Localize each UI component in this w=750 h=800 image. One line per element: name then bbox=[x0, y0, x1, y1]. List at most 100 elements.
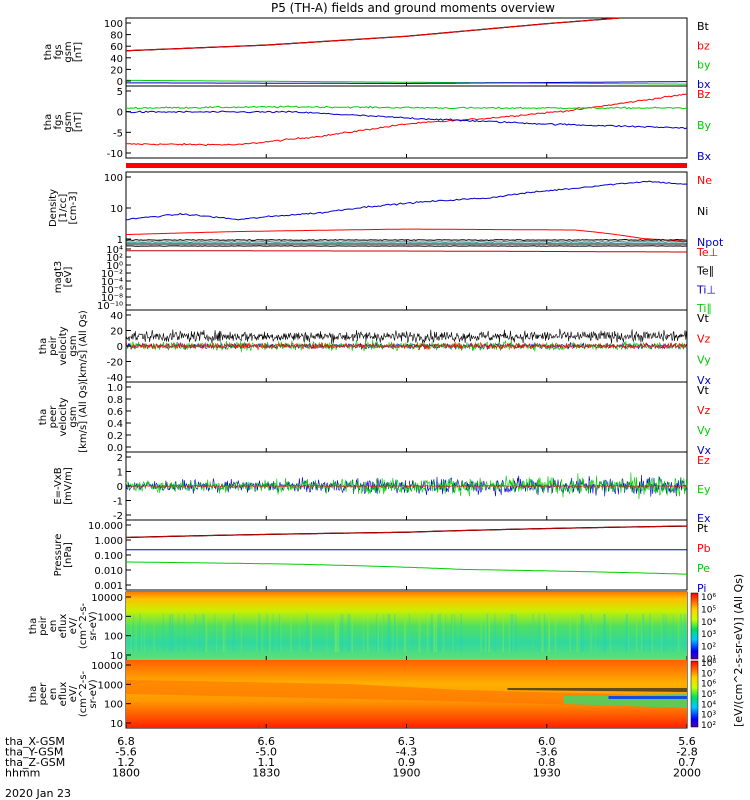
ytick-label-fgs_gsm: 60 bbox=[110, 42, 123, 53]
legend-peir_velocity-Vz: Vz bbox=[697, 333, 711, 346]
spectrogram-ion-stripe bbox=[548, 614, 550, 652]
legend-peir_velocity-Vy: Vy bbox=[697, 353, 711, 366]
spectrogram-ion-stripe bbox=[340, 614, 342, 652]
spectrogram-ion-stripe bbox=[626, 614, 628, 652]
ytick-label-temperature: 10⁴ bbox=[106, 245, 123, 256]
spectrogram-ion-stripe bbox=[223, 614, 225, 652]
legend-temperature-Ti⊥: Ti⊥ bbox=[696, 283, 716, 296]
colorbar-title: [eV/(cm^2-s-sr-eV)] (All Qs) bbox=[732, 574, 745, 727]
panel-frame-peer_velocity bbox=[125, 381, 688, 453]
ylabel-peer_velocity: velocity bbox=[58, 397, 69, 436]
spectrogram-ion-stripe bbox=[426, 614, 429, 652]
spectrogram-ion-stripe bbox=[337, 614, 340, 652]
ytick-label-peer_eflux: 10000 bbox=[91, 661, 123, 672]
ylabel-temperature: [eV] bbox=[63, 267, 74, 288]
spectrogram-ion-stripe bbox=[590, 614, 593, 652]
spectrogram-ion-stripe bbox=[576, 614, 578, 652]
spectrogram-ion-stripe bbox=[202, 614, 205, 652]
panel-frame-temperature bbox=[125, 243, 688, 311]
spectrogram-ion-stripe bbox=[140, 614, 142, 652]
ylabel-peir_velocity: [km/s] (All Qs) bbox=[78, 310, 89, 382]
spectrogram-ion-stripe bbox=[334, 614, 337, 652]
spectrogram-ion bbox=[126, 592, 687, 660]
spectrogram-ion-stripe bbox=[341, 614, 344, 652]
legend-fgs_gsm-by: by bbox=[697, 59, 711, 72]
ephemeris-value: -5.0 bbox=[256, 746, 277, 759]
series-fgs_gsm_zoom-By bbox=[125, 105, 688, 110]
spectrogram-ion-stripe bbox=[335, 614, 337, 652]
spectrogram-ion-stripe bbox=[609, 614, 612, 652]
spectrogram-ion-stripe bbox=[408, 614, 410, 652]
ytick-label-temperature: 10⁻⁶ bbox=[101, 285, 123, 296]
spectrogram-ion-stripe bbox=[194, 614, 197, 652]
spectrogram-ion-stripe bbox=[649, 614, 651, 652]
spectrogram-ion-stripe bbox=[198, 614, 200, 652]
ylabel-fgs_gsm_zoom: tha bbox=[43, 114, 54, 130]
spectrogram-ion-stripe bbox=[443, 614, 445, 652]
ylabel-density: [1/cc] bbox=[58, 194, 69, 223]
ylabel-efield: E=-VxB bbox=[53, 467, 64, 504]
ylabel-density: [cm-3] bbox=[68, 191, 79, 224]
series-fgs_gsm-bz bbox=[126, 17, 619, 52]
spectrogram-ion-stripe bbox=[548, 614, 550, 652]
ytick-label-temperature: 10² bbox=[106, 253, 123, 264]
series-fgs_gsm_zoom-Bz bbox=[125, 93, 688, 147]
legend-fgs_gsm_zoom-Bz: Bz bbox=[697, 88, 711, 101]
spectrogram-ion-stripe bbox=[430, 614, 433, 652]
spectrogram-electron-gap bbox=[507, 688, 687, 692]
ytick-label-pressure: 10.000 bbox=[88, 521, 123, 532]
ytick-label-efield: 0 bbox=[117, 482, 123, 493]
ylabel-peir_velocity: peir bbox=[48, 335, 59, 355]
spectrogram-ion-stripe bbox=[604, 614, 606, 652]
ephemeris-value: 1830 bbox=[252, 767, 280, 780]
spectrogram-ion-stripe bbox=[382, 614, 385, 652]
legend-efield-Ez: Ez bbox=[697, 454, 710, 467]
spectrogram-ion-stripe bbox=[672, 614, 674, 652]
spectrogram-ion-stripe bbox=[509, 614, 512, 652]
spectrogram-ion-stripe bbox=[625, 614, 627, 652]
ephemeris-value: 0.7 bbox=[678, 756, 696, 769]
colorbar-electron-tick: 10² bbox=[701, 721, 716, 731]
spectrogram-ion-stripe bbox=[261, 614, 263, 652]
spectrogram-ion-stripe bbox=[488, 614, 490, 652]
ytick-label-peir_velocity: -40 bbox=[107, 373, 123, 384]
ylabel-peer_eflux: eV/ bbox=[68, 685, 79, 702]
ephemeris-value: 1.2 bbox=[117, 756, 135, 769]
spectrogram-ion-stripe bbox=[367, 614, 369, 652]
ytick-label-peir_velocity: 40 bbox=[110, 311, 123, 322]
ytick-label-density: 100 bbox=[104, 173, 123, 184]
ytick-label-peir_velocity: -20 bbox=[107, 358, 123, 369]
panel-frame-fgs_gsm_zoom bbox=[125, 85, 688, 159]
ytick-label-pressure: 1.000 bbox=[94, 536, 123, 547]
spectrogram-ion-stripe bbox=[431, 614, 433, 652]
spectrogram-ion-stripe bbox=[203, 614, 205, 652]
spectrogram-ion-stripe bbox=[679, 614, 681, 652]
spectrogram-ion-stripe bbox=[388, 614, 391, 652]
ylabel-fgs_gsm: tha bbox=[43, 44, 54, 60]
spectrogram-ion-stripe bbox=[224, 614, 227, 652]
legend-pressure-Pi: Pi bbox=[697, 582, 706, 595]
spectrogram-ion-stripe bbox=[153, 614, 155, 652]
spectrogram-ion-stripe bbox=[627, 614, 629, 652]
spectrogram-ion-stripe bbox=[502, 614, 504, 652]
ylabel-efield: [mV/m] bbox=[63, 467, 74, 505]
ylabel-temperature: magt3 bbox=[53, 261, 64, 294]
spectrogram-ion-stripe bbox=[512, 614, 514, 652]
ytick-label-efield: 1 bbox=[117, 468, 123, 479]
legend-efield-Ex: Ex bbox=[697, 512, 711, 525]
ytick-label-peir_velocity: 0 bbox=[117, 342, 123, 353]
spectrogram-ion-stripe bbox=[349, 614, 351, 652]
spectrogram-ion-stripe bbox=[651, 614, 653, 652]
spectrogram-ion-stripe bbox=[240, 614, 243, 652]
spectrogram-ion-stripe bbox=[265, 614, 268, 652]
legend-fgs_gsm_zoom-By: By bbox=[697, 119, 712, 132]
spectrogram-ion-stripe bbox=[139, 614, 141, 652]
ephemeris-value: 6.3 bbox=[398, 735, 416, 748]
ylabel-peir_eflux: en bbox=[48, 620, 59, 633]
spectrogram-ion-stripe bbox=[232, 614, 235, 652]
ytick-label-fgs_gsm: 80 bbox=[110, 31, 123, 42]
ylabel-peer_eflux: eflux bbox=[58, 682, 69, 707]
spectrogram-ion-stripe bbox=[532, 614, 534, 652]
ephemeris-label: hhmm bbox=[5, 767, 40, 780]
colorbar-electron-tick: 10⁴ bbox=[701, 700, 716, 710]
